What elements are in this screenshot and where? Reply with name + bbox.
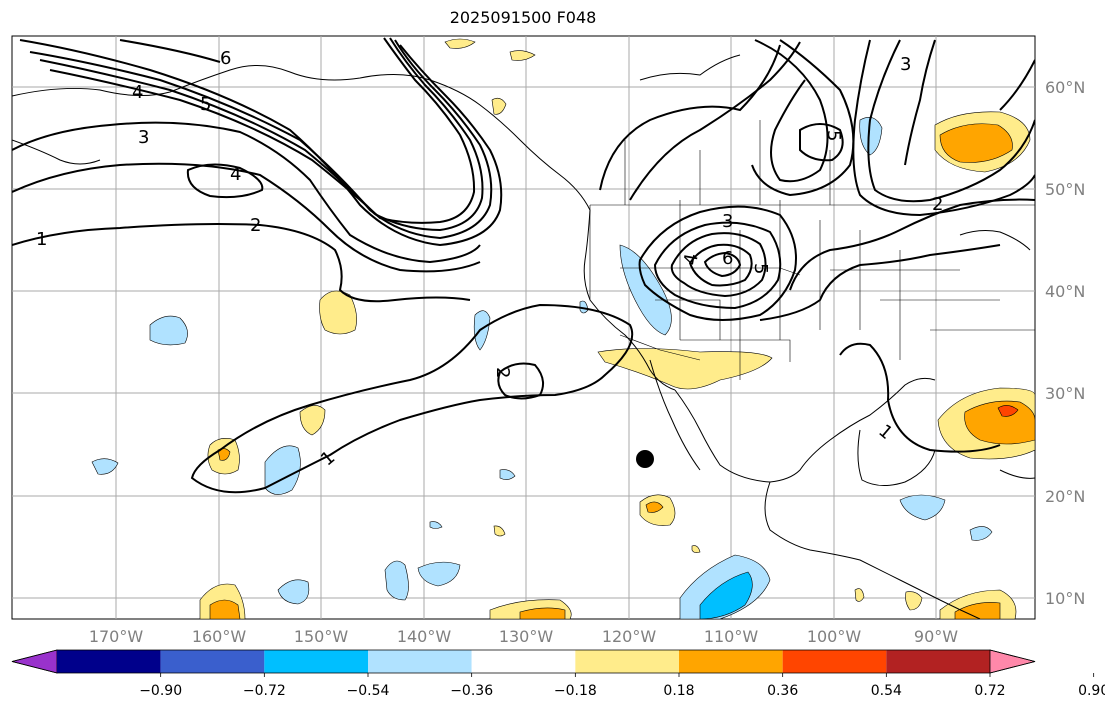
contour-label: 3 [138, 127, 149, 148]
contour-label: 4 [132, 82, 143, 103]
contour-label: 2 [932, 194, 943, 215]
contour-label: 2 [250, 215, 261, 236]
contour-label: 3 [722, 211, 733, 232]
lon-label: 160°W [191, 627, 247, 646]
lat-label: 10°N [1045, 589, 1086, 608]
lat-label: 60°N [1045, 78, 1086, 97]
colorbar-tick-label: 0.18 [663, 683, 695, 699]
colorbar-tick-label: 0.72 [974, 683, 1006, 699]
contour-label: 5 [200, 94, 211, 115]
coastlines [12, 54, 1035, 619]
colorbar-tick-label: −0.36 [450, 683, 494, 699]
lat-label: 30°N [1045, 384, 1086, 403]
lon-label: 170°W [88, 627, 144, 646]
contour-labels: 1 1 1 2 2 3 3 4 4 4 5 5 6 6 5 3 2 [36, 48, 943, 470]
contour-lines [12, 37, 1035, 494]
contour-label: 6 [220, 48, 231, 69]
lat-label: 40°N [1045, 282, 1086, 301]
lon-label: 120°W [601, 627, 657, 646]
colorbar-tick-label: 0.90 [1078, 683, 1105, 699]
contour-label: 1 [36, 229, 47, 250]
contour-label: 5 [750, 263, 771, 274]
lon-label: 140°W [396, 627, 452, 646]
lat-label: 20°N [1045, 487, 1086, 506]
contour-label: 6 [722, 248, 733, 269]
lon-label: 150°W [293, 627, 349, 646]
colorbar-tick-label: −0.54 [346, 683, 390, 699]
lon-label: 90°W [913, 627, 959, 646]
contour-label: 4 [230, 164, 241, 185]
lon-label: 100°W [806, 627, 862, 646]
contour-label: 5 [823, 130, 844, 141]
contour-label: 3 [900, 54, 911, 75]
lon-label: 110°W [703, 627, 759, 646]
lon-label: 130°W [498, 627, 554, 646]
colorbar-tick-label: −0.90 [139, 683, 183, 699]
location-marker [636, 450, 654, 468]
map-title: 2025091500 F048 [449, 8, 597, 27]
lat-label: 50°N [1045, 180, 1086, 199]
colorbar-tick-label: −0.18 [553, 683, 597, 699]
contour-label: 2 [492, 367, 513, 378]
colorbar-tick-label: 0.36 [767, 683, 799, 699]
contour-label: 4 [680, 252, 703, 267]
colorbar-tick-label: 0.54 [870, 683, 902, 699]
colorbar-tick-label: −0.72 [242, 683, 286, 699]
